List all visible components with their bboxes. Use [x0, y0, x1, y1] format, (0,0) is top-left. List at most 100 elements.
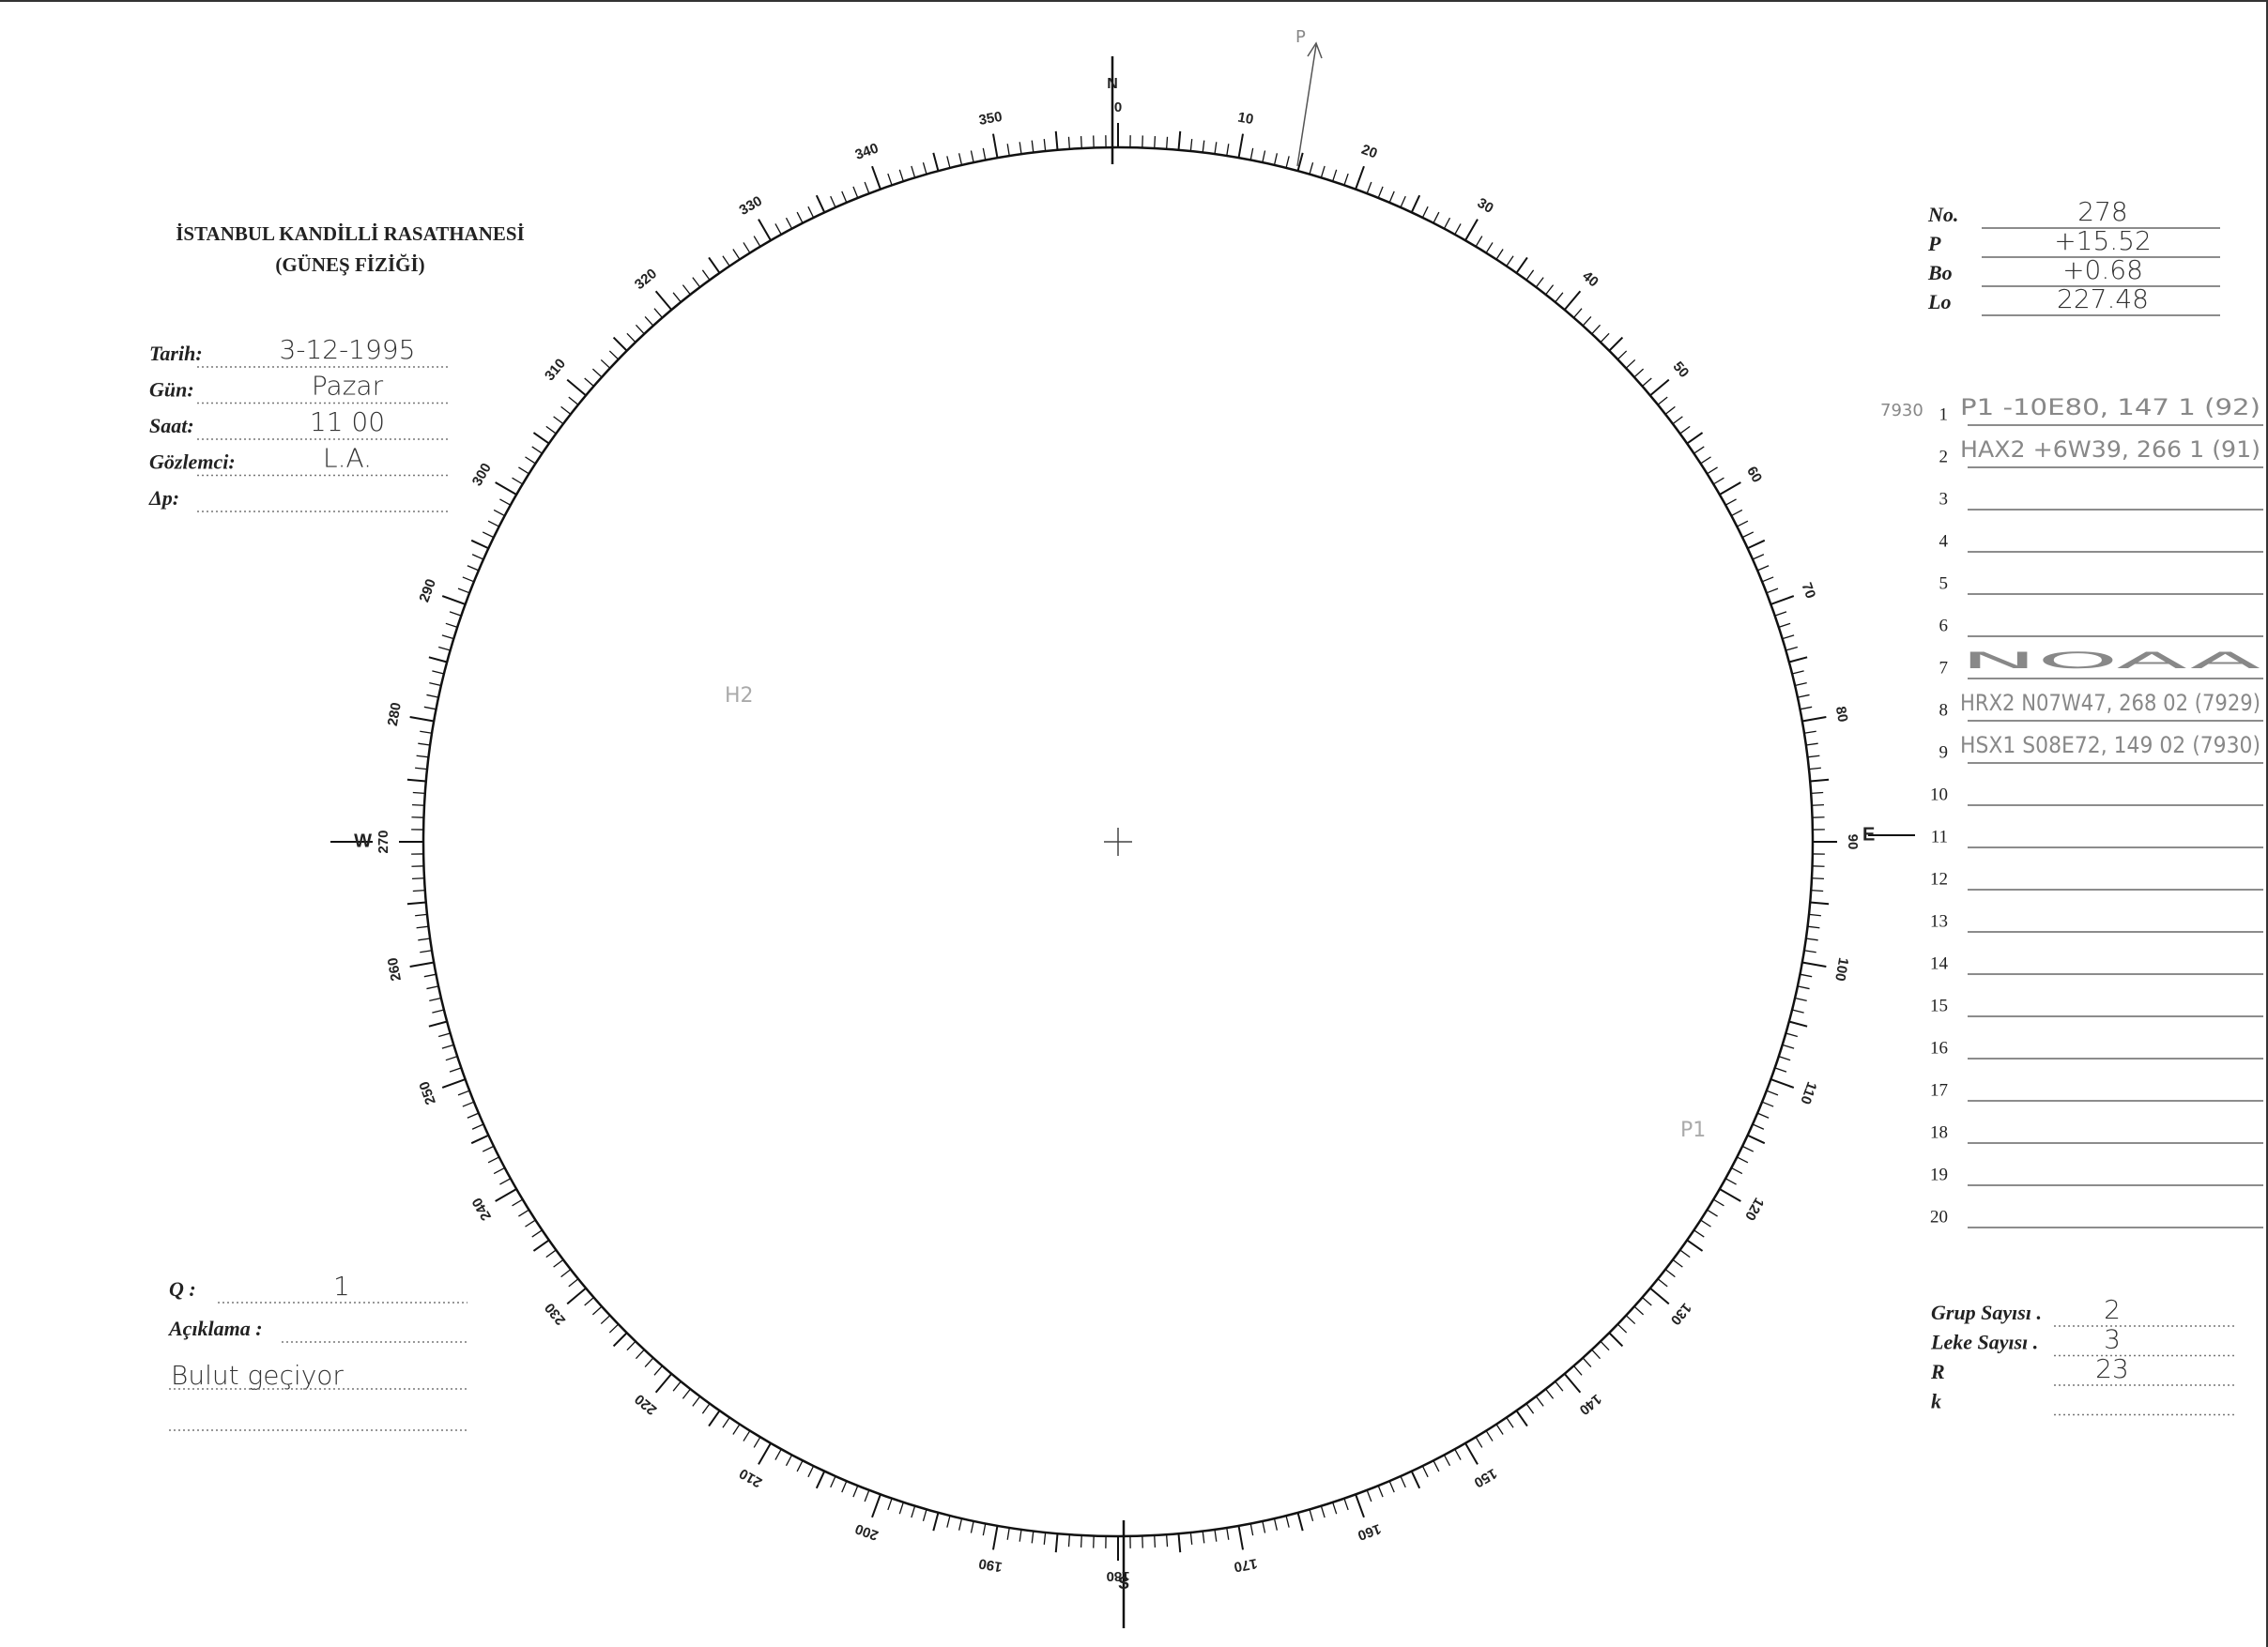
degree-tick — [1794, 997, 1807, 1002]
degree-tick — [992, 133, 999, 159]
degree-tick — [1019, 1529, 1022, 1542]
degree-tick — [1485, 1430, 1494, 1441]
parameter-list: No. 278 P +15.52 Bo +0.68 Lo 227.48 — [1927, 196, 2220, 316]
degree-label: 320 — [632, 266, 660, 293]
degree-tick — [1724, 1178, 1737, 1185]
degree-tick — [406, 901, 426, 906]
degree-tick — [1707, 466, 1718, 475]
degree-tick — [1226, 1527, 1230, 1540]
degree-tick — [1410, 194, 1421, 213]
summary-label: Grup Sayısı . — [1931, 1301, 2042, 1324]
degree-tick — [732, 249, 741, 260]
degree-tick — [445, 622, 458, 628]
degree-label: 90 — [1845, 834, 1861, 850]
row-number: 9 — [1939, 742, 1949, 762]
degree-tick — [1672, 416, 1683, 425]
degree-tick — [1343, 1498, 1349, 1511]
degree-tick — [1803, 950, 1816, 953]
degree-tick — [692, 1395, 701, 1407]
degree-tick — [1388, 191, 1395, 204]
degree-tick — [1741, 531, 1755, 539]
degree-label: 160 — [1356, 1520, 1383, 1544]
degree-tick — [449, 611, 462, 617]
degree-tick — [958, 1517, 963, 1531]
degree-tick — [418, 938, 431, 941]
degree-tick — [1154, 1534, 1157, 1548]
degree-tick — [1633, 368, 1645, 378]
degree-tick — [807, 206, 815, 219]
q-label: Q : — [169, 1277, 196, 1301]
degree-tick — [1617, 350, 1628, 360]
degree-tick — [1475, 1436, 1483, 1448]
degree-tick — [1006, 1527, 1010, 1540]
degree-tick — [432, 670, 445, 675]
degree-tick — [1506, 255, 1514, 267]
degree-tick — [1249, 147, 1254, 160]
degree-tick — [1794, 681, 1807, 687]
degree-tick — [1756, 565, 1770, 572]
degree-tick — [774, 223, 782, 236]
degree-tick — [493, 1167, 505, 1175]
degree-label: 80 — [1832, 705, 1851, 723]
degree-tick — [753, 1436, 761, 1448]
degree-tick — [654, 1373, 673, 1394]
degree-tick — [1237, 1525, 1244, 1550]
degree-tick — [1679, 425, 1691, 435]
degree-tick — [411, 803, 425, 806]
degree-tick — [644, 315, 654, 327]
degree-tick — [692, 277, 701, 288]
row-number: 3 — [1939, 489, 1949, 509]
degree-tick — [512, 1198, 524, 1207]
degree-tick — [922, 1509, 927, 1522]
degree-tick — [1226, 144, 1230, 157]
degree-tick — [1770, 595, 1795, 605]
degree-tick — [1464, 219, 1479, 241]
degree-tick — [429, 997, 442, 1002]
degree-label: 260 — [385, 956, 405, 983]
degree-tick — [1693, 1229, 1705, 1238]
row-number: 6 — [1939, 616, 1949, 635]
row-number: 1 — [1939, 404, 1949, 424]
row-number: 4 — [1939, 531, 1949, 551]
degree-tick — [1067, 136, 1071, 149]
row-number: 10 — [1930, 785, 1948, 804]
degree-tick — [1752, 554, 1765, 560]
degree-tick — [1811, 889, 1824, 892]
degree-tick — [1320, 1505, 1326, 1518]
degree-tick — [525, 1219, 536, 1228]
degree-tick — [1752, 1123, 1765, 1130]
degree-tick — [708, 1410, 721, 1427]
degree-tick — [1506, 1417, 1514, 1428]
degree-tick — [1309, 1509, 1314, 1522]
degree-tick — [470, 1134, 489, 1145]
degree-tick — [1788, 656, 1808, 663]
degree-label: 170 — [1233, 1555, 1259, 1575]
south-label: S — [1118, 1574, 1129, 1593]
degree-tick — [932, 152, 940, 172]
degree-tick — [653, 1365, 664, 1376]
degree-label: 140 — [1576, 1391, 1604, 1418]
degree-tick — [406, 778, 426, 783]
degree-tick — [600, 358, 611, 369]
degree-tick — [1608, 1332, 1624, 1348]
degree-tick — [1686, 432, 1704, 445]
degree-tick — [1535, 1395, 1544, 1407]
row-number: 8 — [1939, 700, 1949, 720]
degree-tick — [1800, 973, 1813, 978]
degree-tick — [796, 1460, 804, 1472]
row-entry: P1 -10E80, 147 1 (92) — [1960, 394, 2260, 420]
degree-tick — [1657, 1278, 1668, 1288]
row-entry: NOAA — [1960, 648, 2263, 674]
degree-tick — [518, 1209, 529, 1217]
degree-tick — [708, 256, 721, 274]
degree-tick — [1262, 1520, 1266, 1533]
degree-label: 340 — [853, 140, 881, 163]
degree-label: 200 — [853, 1520, 881, 1544]
degree-tick — [1165, 136, 1169, 149]
degree-tick — [1377, 186, 1384, 199]
degree-label: 300 — [469, 461, 495, 489]
degree-tick — [1801, 716, 1827, 723]
degree-tick — [830, 1475, 836, 1488]
degree-tick — [531, 446, 543, 454]
parameter-label: Bo — [1927, 261, 1953, 284]
